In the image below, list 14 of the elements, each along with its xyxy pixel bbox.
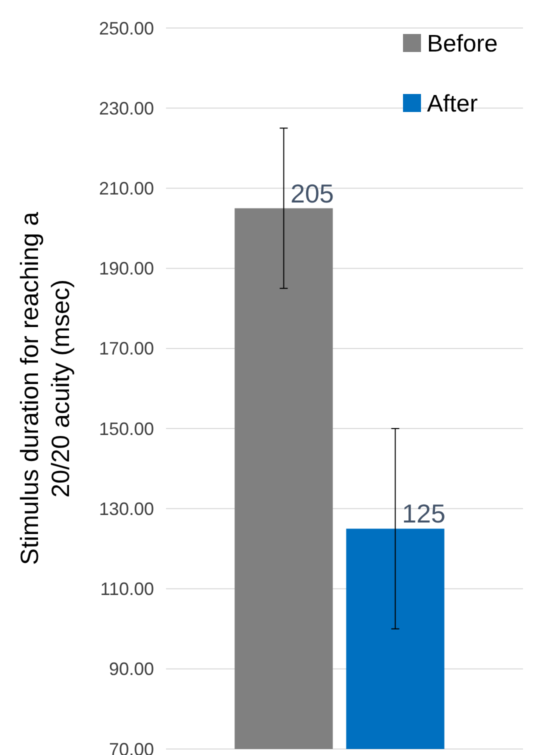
y-tick-label: 230.00 xyxy=(98,98,154,118)
y-tick-label: 90.00 xyxy=(108,659,154,680)
y-tick-label: 190.00 xyxy=(98,258,154,279)
legend-label: Before xyxy=(427,30,498,58)
data-label: 125 xyxy=(402,498,446,529)
y-tick-label: 130.00 xyxy=(98,498,154,519)
y-axis-title: Stimulus duration for reaching a 20/20 acuity (msec) xyxy=(16,212,75,565)
y-tick-label: 150.00 xyxy=(98,418,154,439)
y-tick-label: 250.00 xyxy=(98,18,154,38)
data-label: 205 xyxy=(290,178,334,208)
y-tick-label: 170.00 xyxy=(98,338,154,359)
y-tick-label: 210.00 xyxy=(98,178,154,199)
y-tick-label: 110.00 xyxy=(100,579,154,600)
legend-label: After xyxy=(427,90,478,118)
